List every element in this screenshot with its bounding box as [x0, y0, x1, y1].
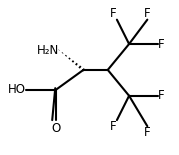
Text: F: F: [110, 120, 117, 133]
Text: HO: HO: [8, 83, 26, 96]
Text: H₂N: H₂N: [37, 44, 59, 57]
Text: F: F: [144, 7, 151, 20]
Text: F: F: [110, 7, 117, 20]
Text: F: F: [158, 38, 165, 51]
Text: F: F: [158, 89, 165, 102]
Text: F: F: [144, 126, 151, 139]
Text: O: O: [51, 122, 61, 135]
